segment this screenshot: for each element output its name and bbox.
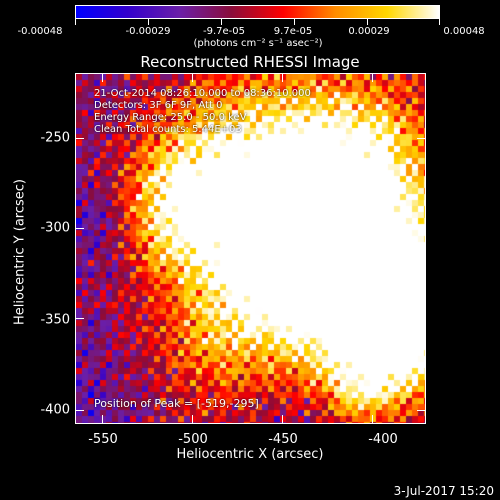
y-tick: [76, 318, 84, 319]
x-tick-label: -450: [268, 432, 298, 447]
colorbar-tick-label: -9.7e-05: [203, 26, 245, 37]
x-axis-label: Heliocentric X (arcsec): [176, 447, 324, 462]
y-tick: [76, 410, 84, 411]
rhessi-image: [76, 74, 425, 423]
y-tick-label: -400: [40, 402, 70, 418]
colorbar-units: (photons cm⁻² s⁻¹ asec⁻²): [193, 38, 323, 49]
colorbar-tick-label: 9.7e-05: [273, 26, 313, 37]
x-tick: [102, 415, 103, 423]
colorbar-tick: [367, 19, 368, 25]
x-tick: [192, 415, 193, 423]
x-tick: [282, 74, 283, 82]
y-axis-label: Heliocentric Y (arcsec): [12, 179, 28, 325]
x-tick: [102, 74, 103, 82]
colorbar-tick: [439, 19, 440, 25]
y-tick: [417, 318, 425, 319]
x-tick: [372, 74, 373, 82]
x-tick: [282, 415, 283, 423]
colorbar-tick: [221, 19, 222, 25]
colorbar-tick: [75, 19, 76, 25]
plot-date: 3-Jul-2017 15:20: [393, 484, 494, 498]
colorbar-tick: [294, 19, 295, 25]
y-tick-label: -350: [40, 312, 70, 328]
y-tick-label: -250: [40, 130, 70, 146]
colorbar-tick-label: 0.00048: [443, 26, 485, 37]
y-tick: [417, 138, 425, 139]
colorbar-tick-label: -0.00048: [17, 26, 63, 37]
y-tick: [76, 228, 84, 229]
x-tick: [192, 74, 193, 82]
annotation-time-range: 21-Oct-2014 08:26:10.000 to 08:36:10.000: [94, 88, 311, 99]
annotation-energy-range: Energy Range: 25.0 - 50.0 keV: [94, 112, 247, 123]
y-tick: [417, 410, 425, 411]
colorbar-tick: [148, 19, 149, 25]
x-tick: [372, 415, 373, 423]
x-tick-label: -500: [178, 432, 208, 447]
x-tick-label: -550: [88, 432, 118, 447]
colorbar-tick-label: 0.00029: [348, 26, 390, 37]
image-title: Reconstructed RHESSI Image: [140, 53, 360, 71]
colorbar-tick-label: -0.00029: [125, 26, 171, 37]
y-tick: [417, 228, 425, 229]
y-tick: [76, 138, 84, 139]
colorbar-gradient: [75, 5, 440, 19]
x-tick-label: -400: [368, 432, 398, 447]
annotation-peak-position: Position of Peak = [-519,-295]: [94, 397, 259, 410]
annotation-clean-counts: Clean Total counts: 5.44E+03: [94, 124, 242, 135]
y-tick-label: -300: [40, 220, 70, 236]
plot-frame: [75, 73, 426, 424]
annotation-detectors: Detectors: 3F 6F 9F, Att 0: [94, 100, 223, 111]
